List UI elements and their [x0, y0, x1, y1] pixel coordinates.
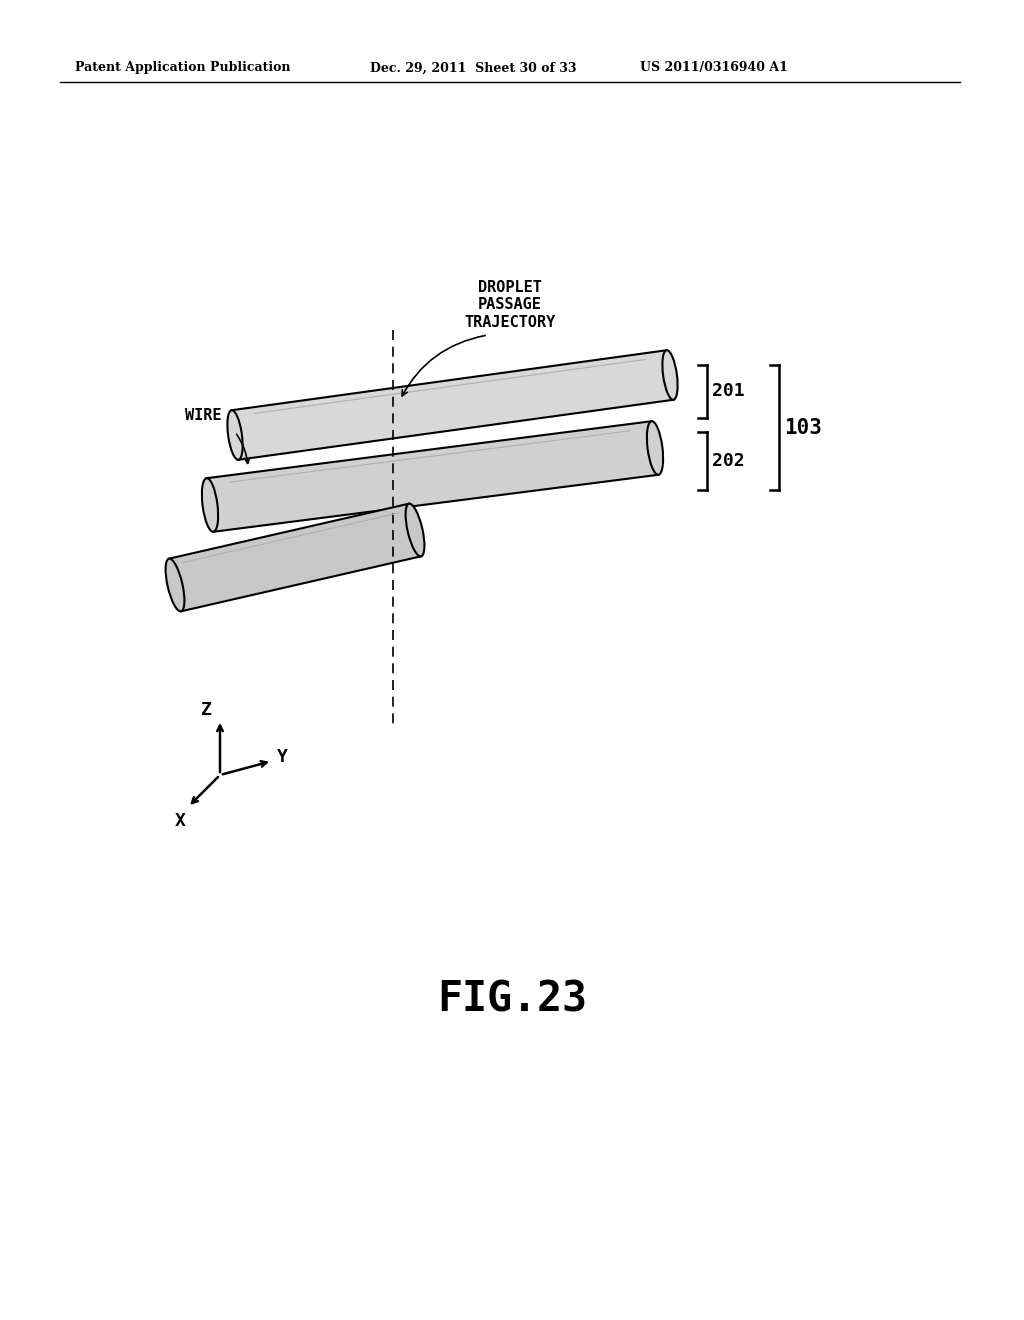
Text: X: X — [174, 812, 185, 830]
Text: Z: Z — [201, 701, 211, 719]
Text: 202: 202 — [712, 451, 744, 470]
Polygon shape — [207, 421, 658, 532]
Ellipse shape — [202, 478, 218, 532]
Ellipse shape — [647, 421, 664, 475]
Polygon shape — [169, 504, 421, 611]
Polygon shape — [231, 350, 674, 459]
Text: FIG.23: FIG.23 — [437, 979, 587, 1020]
Ellipse shape — [227, 411, 243, 459]
Ellipse shape — [166, 558, 184, 611]
Text: Dec. 29, 2011  Sheet 30 of 33: Dec. 29, 2011 Sheet 30 of 33 — [370, 62, 577, 74]
Text: Patent Application Publication: Patent Application Publication — [75, 62, 291, 74]
Text: Y: Y — [276, 748, 288, 766]
Ellipse shape — [663, 350, 678, 400]
Ellipse shape — [406, 504, 424, 556]
Text: 201: 201 — [712, 383, 744, 400]
Text: WIRE: WIRE — [185, 408, 221, 422]
Text: US 2011/0316940 A1: US 2011/0316940 A1 — [640, 62, 787, 74]
Text: 103: 103 — [784, 417, 822, 437]
Text: DROPLET
PASSAGE
TRAJECTORY: DROPLET PASSAGE TRAJECTORY — [464, 280, 556, 330]
